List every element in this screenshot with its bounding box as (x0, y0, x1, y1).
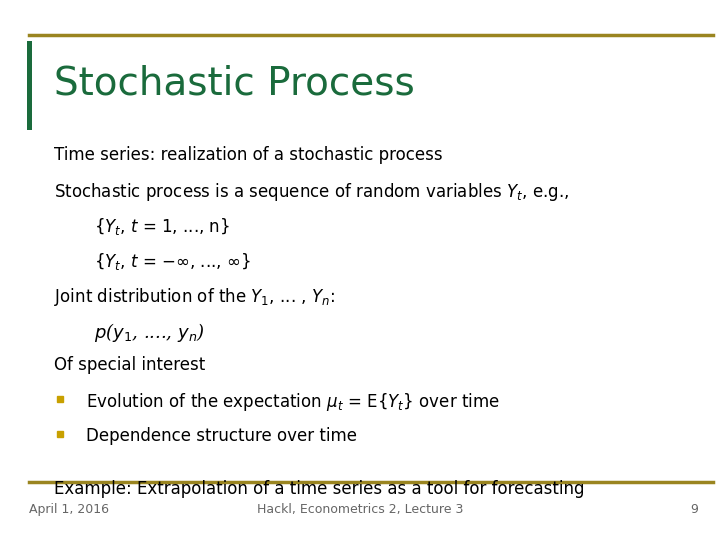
Text: Stochastic process is a sequence of random variables $Y_t$, e.g.,: Stochastic process is a sequence of rand… (54, 181, 570, 203)
Text: April 1, 2016: April 1, 2016 (29, 503, 109, 516)
Text: Of special interest: Of special interest (54, 356, 205, 374)
Text: $p$($y_1$, ...., $y_n$): $p$($y_1$, ...., $y_n$) (94, 321, 204, 345)
Text: {$Y_t$, $t$ = $-\infty$, ..., $\infty$}: {$Y_t$, $t$ = $-\infty$, ..., $\infty$} (94, 251, 250, 272)
Text: {$Y_t$, $t$ = 1, ..., n}: {$Y_t$, $t$ = 1, ..., n} (94, 216, 230, 237)
Text: Example: Extrapolation of a time series as a tool for forecasting: Example: Extrapolation of a time series … (54, 480, 585, 498)
Text: 9: 9 (690, 503, 698, 516)
Bar (27, 40, 32, 130)
Text: Stochastic Process: Stochastic Process (54, 65, 415, 103)
Text: Time series: realization of a stochastic process: Time series: realization of a stochastic… (54, 146, 443, 164)
Text: Joint distribution of the $Y_1$, ... , $Y_n$:: Joint distribution of the $Y_1$, ... , $… (54, 286, 335, 308)
Text: Hackl, Econometrics 2, Lecture 3: Hackl, Econometrics 2, Lecture 3 (257, 503, 463, 516)
Text: Dependence structure over time: Dependence structure over time (86, 427, 357, 444)
Text: Evolution of the expectation $\mu_t$ = E{$Y_t$} over time: Evolution of the expectation $\mu_t$ = E… (86, 392, 500, 414)
